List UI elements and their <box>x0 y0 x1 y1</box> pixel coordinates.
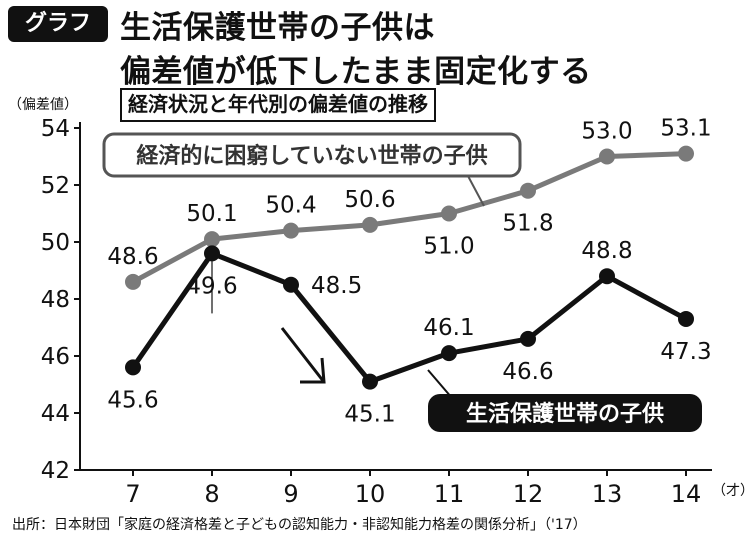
series-1-data-label: 50.6 <box>344 187 395 213</box>
series-1-point <box>520 182 536 199</box>
series-2-data-label: 48.8 <box>581 238 632 264</box>
series-2-point <box>520 330 536 347</box>
series-1-point <box>125 273 141 290</box>
y-axis-unit: （偏差値） <box>8 97 78 113</box>
series-1-point <box>599 148 615 165</box>
x-tick-label: 10 <box>355 480 386 508</box>
series-line-1 <box>131 151 687 285</box>
y-tick-label: 48 <box>41 287 70 313</box>
series-1-data-label: 51.8 <box>502 211 553 237</box>
x-tick-label: 8 <box>204 480 219 508</box>
series-2-data-label: 48.5 <box>311 273 362 299</box>
series-1-point <box>204 231 220 248</box>
series-1-data-label: 48.6 <box>107 244 158 270</box>
series-line-2 <box>130 250 688 385</box>
series-2-data-label: 46.6 <box>502 359 553 385</box>
series-2-data-label: 49.6 <box>186 273 237 299</box>
series-1-data-label: 50.1 <box>186 201 237 227</box>
series-1-point <box>441 205 457 222</box>
x-tick-label: 14 <box>671 480 702 508</box>
series-1-point <box>678 145 694 162</box>
graph-badge: グラフ <box>8 6 108 42</box>
series-2-point <box>441 345 457 362</box>
series-2-point <box>125 359 141 376</box>
series-2-data-label: 47.3 <box>660 339 711 365</box>
x-tick-label: 11 <box>434 480 465 508</box>
source-note: 出所：日本財団「家庭の経済格差と子どもの認知能力・非認知能力格差の関係分析」（'… <box>12 517 587 533</box>
y-tick-label: 50 <box>41 230 70 256</box>
legend-pointer-2 <box>427 369 453 399</box>
series-2-data-label: 45.6 <box>107 387 158 413</box>
series-2-point <box>283 276 299 293</box>
x-tick-label: 7 <box>125 480 140 508</box>
y-tick-label: 44 <box>41 401 70 427</box>
legend-pointer-1 <box>467 175 485 207</box>
x-axis-unit: （才） <box>712 483 750 499</box>
legend-box-series-1 <box>102 132 522 178</box>
series-1-point <box>362 216 378 233</box>
series-2-point <box>362 373 378 390</box>
chart-title-line1: 生活保護世帯の子供は <box>120 10 435 46</box>
x-tick-label: 12 <box>513 480 544 508</box>
legend-label-series-2: 生活保護世帯の子供 <box>466 401 664 427</box>
series-1-data-label: 53.0 <box>581 119 632 145</box>
chart-subtitle: 経済状況と年代別の偏差値の推移 <box>120 88 436 122</box>
y-tick-label: 46 <box>41 344 70 370</box>
x-tick-label: 13 <box>592 480 623 508</box>
series-2-point <box>204 245 220 262</box>
trend-arrowhead-icon <box>300 357 326 384</box>
y-tick-label: 42 <box>41 458 70 484</box>
legend-box-series-2 <box>428 394 702 432</box>
y-tick-label: 52 <box>41 173 70 199</box>
x-tick-label: 9 <box>283 480 298 508</box>
series-1-point <box>283 222 299 239</box>
series-2-data-label: 45.1 <box>344 402 395 428</box>
legend-label-series-1: 経済的に困窮していない世帯の子供 <box>136 143 487 169</box>
series-2-point <box>599 268 615 285</box>
series-1-data-label: 53.1 <box>660 116 711 142</box>
series-1-data-label: 51.0 <box>423 234 474 260</box>
series-2-data-label: 46.1 <box>423 315 474 341</box>
trend-arrow-icon <box>280 327 326 383</box>
chart-title-line2: 偏差値が低下したまま固定化する <box>120 54 592 90</box>
series-1-data-label: 50.4 <box>265 193 316 219</box>
y-tick-label: 54 <box>41 116 70 142</box>
series-2-point <box>678 310 694 327</box>
